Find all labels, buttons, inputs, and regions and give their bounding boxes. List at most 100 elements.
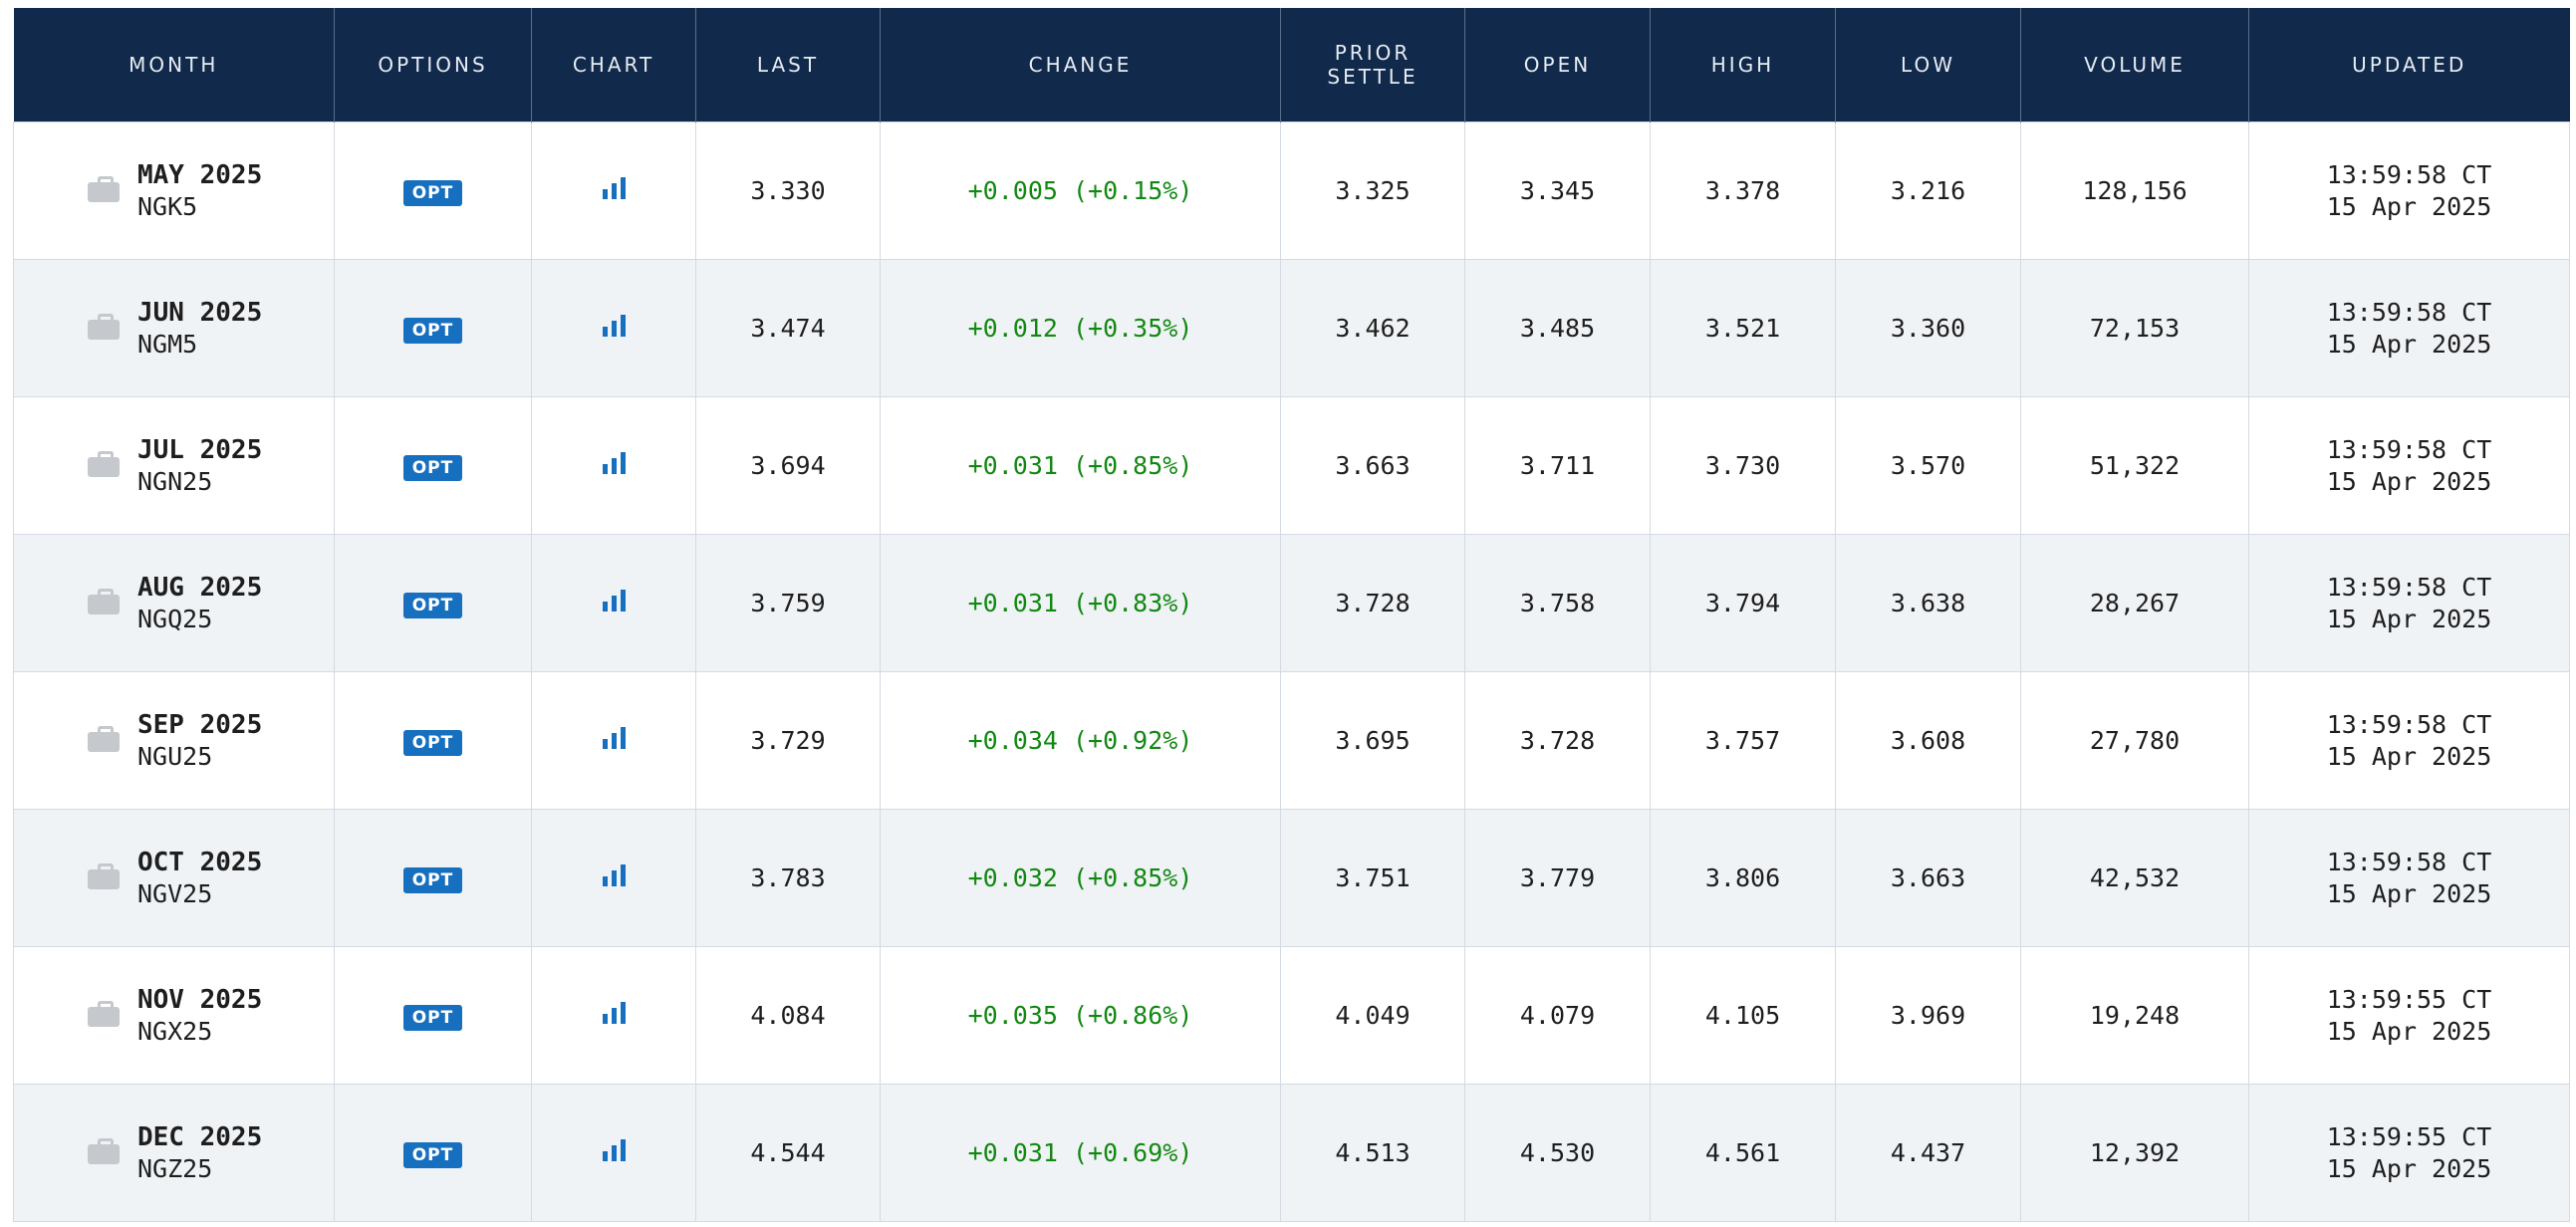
- bar-chart-icon[interactable]: [602, 177, 626, 199]
- bar-chart-icon[interactable]: [602, 452, 626, 474]
- price-change: +0.032 (+0.85%): [880, 809, 1281, 947]
- bar-chart-icon[interactable]: [602, 590, 626, 612]
- volume: 72,153: [2020, 259, 2249, 397]
- bar-chart-icon[interactable]: [602, 315, 626, 337]
- table-row: JUN 2025 NGM5 OPT 3.474 +0.012 (+0.35%) 3.462…: [13, 259, 2570, 397]
- prior-settle: 3.728: [1280, 534, 1465, 672]
- price-change: +0.031 (+0.85%): [880, 396, 1281, 535]
- bar-chart-icon[interactable]: [602, 1139, 626, 1161]
- updated-cell: 13:59:58 CT 15 Apr 2025: [2248, 809, 2570, 947]
- month-cell[interactable]: SEP 2025 NGU25: [13, 671, 335, 810]
- volume: 19,248: [2020, 946, 2249, 1085]
- contract-month: DEC 2025: [137, 1121, 263, 1152]
- updated-cell: 13:59:55 CT 15 Apr 2025: [2248, 946, 2570, 1085]
- month-text: SEP 2025 NGU25: [137, 709, 262, 773]
- options-cell: OPT: [334, 259, 532, 397]
- last-price: 3.694: [695, 396, 881, 535]
- high-price: 3.521: [1650, 259, 1836, 397]
- chart-cell: [531, 1084, 696, 1222]
- contract-month: SEP 2025: [137, 709, 263, 740]
- options-button[interactable]: OPT: [402, 1005, 463, 1031]
- bar-chart-icon[interactable]: [602, 864, 626, 886]
- last-price: 4.544: [695, 1084, 881, 1222]
- contract-month: JUN 2025: [137, 297, 263, 328]
- month-cell[interactable]: AUG 2025 NGQ25: [13, 534, 335, 672]
- open-price: 4.079: [1464, 946, 1651, 1085]
- briefcase-icon: [88, 1137, 120, 1164]
- month-cell[interactable]: DEC 2025 NGZ25: [13, 1084, 335, 1222]
- month-text: JUN 2025 NGM5: [137, 297, 262, 361]
- column-header-high[interactable]: HIGH: [1650, 8, 1836, 123]
- low-price: 3.360: [1835, 259, 2021, 397]
- bar-chart-icon[interactable]: [602, 727, 626, 749]
- briefcase-icon: [88, 1000, 120, 1027]
- options-button[interactable]: OPT: [402, 318, 463, 344]
- options-button[interactable]: OPT: [402, 455, 463, 481]
- month-text: NOV 2025 NGX25: [137, 984, 262, 1048]
- month-cell[interactable]: NOV 2025 NGX25: [13, 946, 335, 1085]
- options-cell: OPT: [334, 946, 532, 1085]
- low-price: 3.216: [1835, 122, 2021, 260]
- updated-date: 15 Apr 2025: [2326, 329, 2492, 359]
- high-price: 3.794: [1650, 534, 1836, 672]
- options-cell: OPT: [334, 1084, 532, 1222]
- column-header-month[interactable]: MONTH: [13, 8, 335, 123]
- low-price: 3.608: [1835, 671, 2021, 810]
- month-cell[interactable]: OCT 2025 NGV25: [13, 809, 335, 947]
- briefcase-icon: [88, 450, 120, 477]
- updated-cell: 13:59:58 CT 15 Apr 2025: [2248, 122, 2570, 260]
- prior-settle-label-line1: PRIOR: [1334, 41, 1412, 65]
- column-header-chart: CHART: [531, 8, 696, 123]
- month-cell[interactable]: MAY 2025 NGK5: [13, 122, 335, 260]
- volume: 12,392: [2020, 1084, 2249, 1222]
- prior-settle: 3.695: [1280, 671, 1465, 810]
- updated-time: 13:59:58 CT: [2326, 572, 2492, 602]
- updated-time: 13:59:55 CT: [2326, 1121, 2492, 1151]
- low-price: 3.570: [1835, 396, 2021, 535]
- price-change: +0.031 (+0.69%): [880, 1084, 1281, 1222]
- updated-date: 15 Apr 2025: [2326, 604, 2492, 633]
- prior-settle: 4.049: [1280, 946, 1465, 1085]
- column-header-prior-settle[interactable]: PRIOR SETTLE: [1280, 8, 1465, 123]
- column-header-updated[interactable]: UPDATED: [2248, 8, 2570, 123]
- updated-time: 13:59:58 CT: [2326, 297, 2492, 327]
- contract-month: AUG 2025: [137, 572, 263, 603]
- last-price: 3.474: [695, 259, 881, 397]
- contract-code: NGU25: [137, 741, 213, 771]
- updated-time: 13:59:58 CT: [2326, 709, 2492, 739]
- options-button[interactable]: OPT: [402, 730, 463, 756]
- open-price: 3.345: [1464, 122, 1651, 260]
- options-button[interactable]: OPT: [402, 867, 463, 893]
- chart-cell: [531, 946, 696, 1085]
- options-button[interactable]: OPT: [402, 1142, 463, 1168]
- column-header-change[interactable]: CHANGE: [880, 8, 1281, 123]
- options-cell: OPT: [334, 809, 532, 947]
- high-price: 3.757: [1650, 671, 1836, 810]
- column-header-last[interactable]: LAST: [695, 8, 881, 123]
- price-change: +0.031 (+0.83%): [880, 534, 1281, 672]
- table-body: MAY 2025 NGK5 OPT 3.330 +0.005 (+0.15%) 3.325…: [13, 122, 2570, 1222]
- contract-month: OCT 2025: [137, 847, 263, 877]
- contract-code: NGX25: [137, 1016, 213, 1046]
- month-cell[interactable]: JUN 2025 NGM5: [13, 259, 335, 397]
- prior-settle-label-line2: SETTLE: [1327, 65, 1418, 89]
- updated-time: 13:59:58 CT: [2326, 847, 2492, 876]
- table-row: NOV 2025 NGX25 OPT 4.084 +0.035 (+0.86%) 4.04…: [13, 946, 2570, 1085]
- month-cell[interactable]: JUL 2025 NGN25: [13, 396, 335, 535]
- low-price: 3.969: [1835, 946, 2021, 1085]
- month-cell-content: MAY 2025 NGK5: [88, 159, 328, 223]
- contract-code: NGN25: [137, 466, 213, 496]
- last-price: 3.783: [695, 809, 881, 947]
- volume: 42,532: [2020, 809, 2249, 947]
- contract-month: MAY 2025: [137, 159, 263, 190]
- month-text: JUL 2025 NGN25: [137, 434, 262, 498]
- bar-chart-icon[interactable]: [602, 1002, 626, 1024]
- column-header-volume[interactable]: VOLUME: [2020, 8, 2249, 123]
- options-button[interactable]: OPT: [402, 593, 463, 618]
- low-price: 4.437: [1835, 1084, 2021, 1222]
- options-button[interactable]: OPT: [402, 180, 463, 206]
- column-header-low[interactable]: LOW: [1835, 8, 2021, 123]
- open-price: 3.758: [1464, 534, 1651, 672]
- column-header-open[interactable]: OPEN: [1464, 8, 1651, 123]
- options-cell: OPT: [334, 396, 532, 535]
